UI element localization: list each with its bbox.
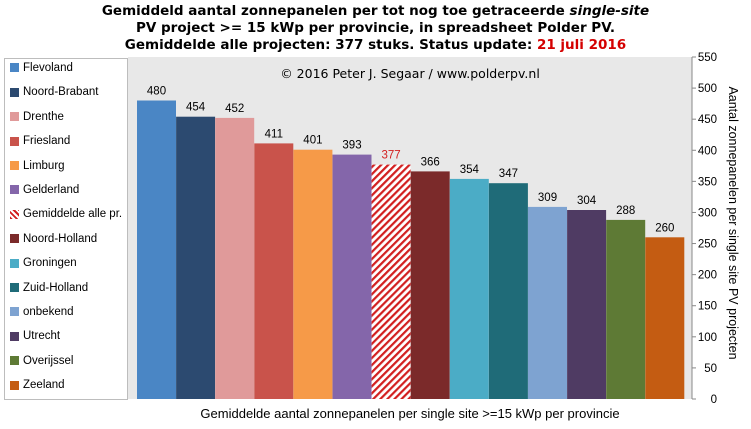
y-tick-label: 100 [698,332,717,344]
legend-swatch [10,331,19,341]
legend-swatch [10,136,19,146]
bar-noord-holland [410,171,450,399]
y-tick-label: 500 [698,83,717,95]
legend-item: Flevoland [10,62,73,78]
y-tick-label: 350 [698,176,717,188]
bar-friesland [254,143,294,399]
legend-swatch [10,63,19,73]
legend-item: Noord-Holland [10,233,97,249]
bar-gemiddelde-alle-pr [371,164,411,399]
bar-zuid-holland [488,183,528,399]
bar-onbekend [528,206,567,399]
legend: Flevoland Noord-Brabant Drenthe Friesland Li… [4,58,128,400]
bar-flevoland [137,100,176,399]
title-line-3: Gemiddelde alle projecten: 377 stuks. St… [0,37,751,54]
legend-swatch [10,87,19,97]
y-tick-label: 50 [704,363,717,375]
bar-overijssel [606,219,646,399]
legend-swatch [10,112,19,122]
bar-limburg [293,149,333,399]
data-label: 309 [538,192,557,204]
y-tick-label: 550 [698,52,717,64]
chart-title: Gemiddeld aantal zonnepanelen per tot no… [0,3,751,54]
legend-label: Zuid-Holland [23,281,89,294]
title-line-1: Gemiddeld aantal zonnepanelen per tot no… [0,3,751,20]
data-label: 347 [499,168,518,180]
y-tick-label: 450 [698,114,717,126]
data-label: 288 [616,205,635,217]
title-line-1-italic: single-site [569,3,650,19]
data-label: 401 [303,135,322,147]
legend-swatch [10,209,19,219]
legend-label: Limburg [23,159,65,172]
legend-label: Gemiddelde alle pr. [23,208,123,221]
legend-label: Zeeland [23,379,65,392]
legend-item: Gemiddelde alle pr. [10,208,122,224]
data-label: 411 [265,128,283,140]
bar-utrecht [567,210,607,399]
legend-swatch [10,283,19,293]
legend-label: Groningen [23,257,77,270]
legend-label: Flevoland [23,62,73,74]
bar-zeeland [645,237,685,399]
legend-label: Gelderland [23,184,80,196]
data-label: 260 [655,222,674,234]
legend-item: Limburg [10,160,65,176]
legend-label: Friesland [23,135,71,148]
data-label: 377 [382,150,401,162]
bar-noord-brabant [176,116,216,399]
legend-label: Noord-Holland [23,232,98,245]
y-axis-label: Aantal zonnepanelen per single site PV p… [726,86,740,360]
legend-swatch [10,307,19,317]
legend-item: Drenthe [10,111,64,127]
data-label: 393 [342,140,361,152]
legend-item: Groningen [10,257,77,273]
y-tick-label: 0 [711,394,717,406]
data-label: 304 [577,195,597,207]
legend-swatch [10,161,19,171]
legend-label: onbekend [23,306,74,318]
data-label: 452 [225,103,244,115]
legend-item: Overijssel [10,355,73,371]
copyright-text: © 2016 Peter J. Segaar / www.polderpv.nl [280,66,540,81]
y-tick-label: 150 [698,301,717,313]
title-line-3-text: Gemiddelde alle projecten: 377 stuks. St… [124,37,537,53]
legend-item: Gelderland [10,184,79,200]
y-tick-label: 300 [698,207,717,219]
y-tick-label: 400 [698,145,717,157]
legend-swatch [10,380,19,390]
legend-item: Utrecht [10,330,60,346]
title-line-1-text: Gemiddeld aantal zonnepanelen per tot no… [101,3,570,19]
bar-groningen [449,178,489,399]
legend-swatch [10,185,19,195]
legend-label: Drenthe [23,110,64,123]
title-line-2: PV project >= 15 kWp per provincie, in s… [135,20,616,36]
legend-label: Noord-Brabant [23,86,99,99]
bar-gelderland [332,154,372,399]
legend-item: Zeeland [10,379,65,395]
status-date: 21 juli 2016 [536,37,627,53]
legend-item: onbekend [10,306,74,322]
legend-item: Friesland [10,135,70,151]
data-label: 354 [460,164,480,176]
y-tick-label: 250 [698,239,717,251]
y-tick-label: 200 [698,270,717,282]
bar-drenthe [215,117,255,400]
legend-swatch [10,356,19,366]
legend-label: Utrecht [23,330,61,343]
legend-label: Overijssel [23,354,74,367]
data-label: 480 [147,86,166,98]
data-label: 366 [421,156,440,168]
legend-item: Noord-Brabant [10,86,98,102]
legend-swatch [10,234,19,244]
x-axis-label: Gemiddelde aantal zonnepanelen per singl… [200,406,620,421]
legend-item: Zuid-Holland [10,282,88,298]
data-label: 454 [186,102,206,114]
legend-swatch [10,258,19,268]
